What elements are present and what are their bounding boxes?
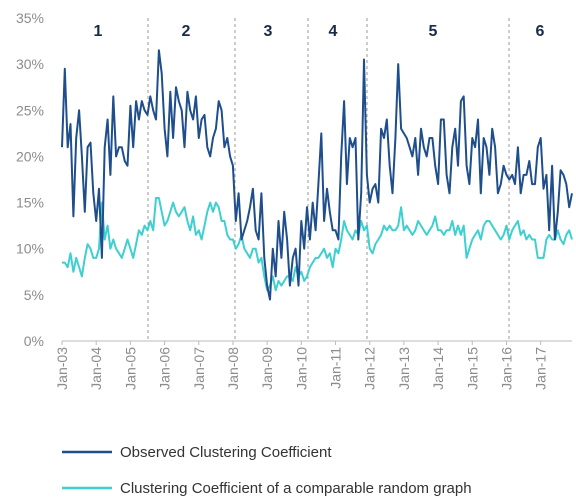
x-tick-label: Jan-12 [362,347,378,390]
x-tick-label: Jan-15 [464,347,480,390]
y-tick-label: 30% [16,56,44,72]
x-tick-label: Jan-08 [225,347,241,390]
period-label: 3 [264,23,273,40]
x-tick-label: Jan-10 [293,347,309,390]
period-label: 2 [182,23,191,40]
x-tick-label: Jan-16 [498,347,514,390]
period-label: 1 [94,23,103,40]
x-tick-label: Jan-06 [157,347,173,390]
x-tick-label: Jan-07 [191,347,207,390]
y-tick-label: 15% [16,195,44,211]
y-tick-label: 35% [16,10,44,26]
period-label: 5 [429,23,438,40]
period-label: 6 [536,23,545,40]
x-tick-label: Jan-03 [54,347,70,390]
period-label: 4 [329,23,338,40]
legend-label: Clustering Coefficient of a comparable r… [120,480,472,497]
x-tick-label: Jan-13 [396,347,412,390]
series-line [61,49,573,301]
legend-label: Observed Clustering Coefficient [120,444,332,461]
series-line [62,197,573,292]
x-tick-label: Jan-05 [122,347,138,390]
y-tick-label: 20% [16,148,44,164]
y-tick-label: 0% [24,333,44,349]
x-tick-label: Jan-11 [328,347,344,389]
x-tick-label: Jan-04 [88,347,104,390]
x-tick-label: Jan-17 [533,347,549,390]
x-tick-label: Jan-14 [430,347,446,390]
y-tick-label: 10% [16,241,44,257]
y-tick-label: 25% [16,102,44,118]
period-dividers [147,18,510,341]
y-tick-label: 5% [24,287,44,303]
x-tick-label: Jan-09 [259,347,275,390]
